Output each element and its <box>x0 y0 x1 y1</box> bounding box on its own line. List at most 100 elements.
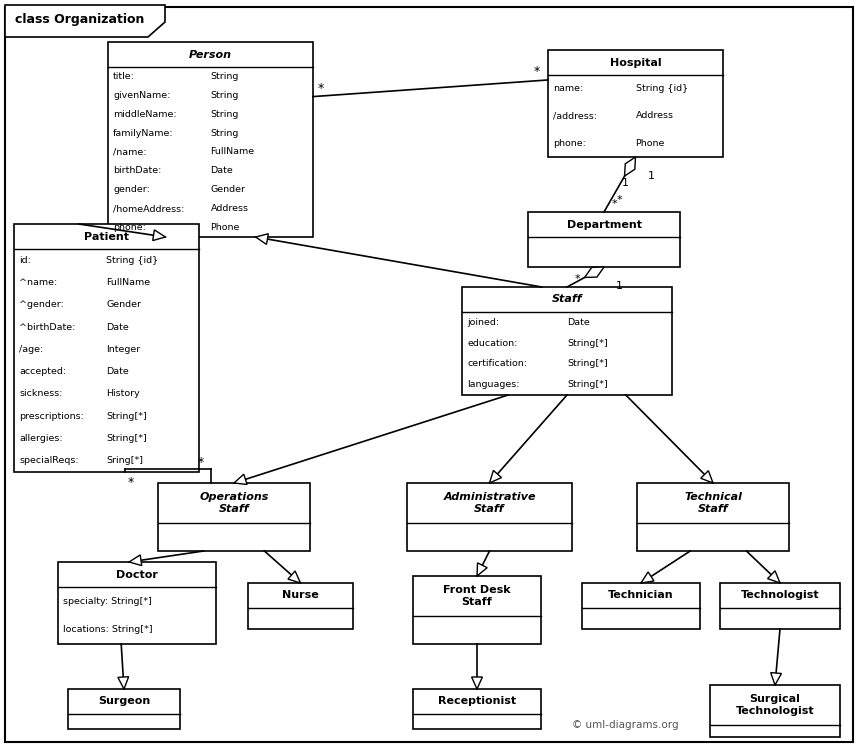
Text: accepted:: accepted: <box>19 367 66 376</box>
Text: title:: title: <box>113 72 135 81</box>
Text: Person: Person <box>189 49 232 60</box>
Text: *: * <box>128 476 134 489</box>
Polygon shape <box>477 562 488 576</box>
Text: specialReqs:: specialReqs: <box>19 456 78 465</box>
Text: /homeAddress:: /homeAddress: <box>113 204 184 213</box>
Text: Surgeon: Surgeon <box>98 696 150 707</box>
Bar <box>637 483 789 551</box>
Text: Phone: Phone <box>211 223 240 232</box>
Text: String[*]: String[*] <box>107 412 147 421</box>
Text: Phone: Phone <box>636 139 665 148</box>
Text: Doctor: Doctor <box>116 569 158 580</box>
Bar <box>582 583 700 629</box>
Text: String: String <box>211 128 239 137</box>
Bar <box>528 212 680 267</box>
Text: education:: education: <box>467 338 518 347</box>
Text: Department: Department <box>567 220 642 229</box>
Text: id:: id: <box>19 255 31 264</box>
Text: givenName:: givenName: <box>113 91 170 100</box>
Text: class Organization: class Organization <box>15 13 144 26</box>
Bar <box>158 483 310 551</box>
Polygon shape <box>641 572 654 583</box>
Text: 1: 1 <box>648 171 654 181</box>
Text: Technical
Staff: Technical Staff <box>684 492 742 514</box>
Text: phone:: phone: <box>553 139 586 148</box>
Text: 1: 1 <box>622 178 629 188</box>
Polygon shape <box>768 571 780 583</box>
Text: *: * <box>617 196 623 205</box>
Text: joined:: joined: <box>467 318 499 327</box>
Text: Front Desk
Staff: Front Desk Staff <box>443 585 511 607</box>
Text: birthDate:: birthDate: <box>113 167 162 176</box>
Polygon shape <box>5 5 165 37</box>
Text: specialty: String[*]: specialty: String[*] <box>63 597 152 606</box>
Polygon shape <box>129 555 142 565</box>
Text: Receptionist: Receptionist <box>438 696 516 707</box>
Text: phone:: phone: <box>113 223 146 232</box>
Text: Administrative
Staff: Administrative Staff <box>443 492 536 514</box>
Bar <box>68 689 180 729</box>
Polygon shape <box>288 571 300 583</box>
Text: gender:: gender: <box>113 185 150 194</box>
Polygon shape <box>701 471 713 483</box>
Text: certification:: certification: <box>467 359 527 368</box>
Text: String: String <box>211 91 239 100</box>
Text: locations: String[*]: locations: String[*] <box>63 625 152 634</box>
Polygon shape <box>624 157 636 176</box>
Text: *: * <box>318 81 324 95</box>
Text: ^gender:: ^gender: <box>19 300 64 309</box>
Text: *: * <box>612 199 617 209</box>
Text: Integer: Integer <box>107 345 141 354</box>
Bar <box>14 224 199 472</box>
Text: Address: Address <box>636 111 673 120</box>
Bar <box>462 287 672 395</box>
Text: © uml-diagrams.org: © uml-diagrams.org <box>572 720 679 730</box>
Text: prescriptions:: prescriptions: <box>19 412 84 421</box>
Polygon shape <box>585 267 604 277</box>
Bar <box>548 50 723 157</box>
Bar <box>710 685 840 737</box>
Text: Date: Date <box>107 367 129 376</box>
Text: familyName:: familyName: <box>113 128 174 137</box>
Bar <box>720 583 840 629</box>
Polygon shape <box>471 677 482 689</box>
Text: History: History <box>107 389 140 398</box>
Text: Date: Date <box>107 323 129 332</box>
Bar <box>407 483 572 551</box>
Text: String[*]: String[*] <box>567 380 608 389</box>
Text: sickness:: sickness: <box>19 389 63 398</box>
Text: Address: Address <box>211 204 249 213</box>
Text: String: String <box>211 110 239 119</box>
Bar <box>108 42 313 237</box>
Text: Patient: Patient <box>84 232 129 241</box>
Bar <box>58 562 216 644</box>
Text: Date: Date <box>567 318 590 327</box>
Text: FullName: FullName <box>211 147 255 157</box>
Text: /name:: /name: <box>113 147 146 157</box>
Bar <box>413 576 541 644</box>
Text: String[*]: String[*] <box>567 359 608 368</box>
Bar <box>413 689 541 729</box>
Text: String: String <box>211 72 239 81</box>
Text: Operations
Staff: Operations Staff <box>200 492 268 514</box>
Text: String {id}: String {id} <box>636 84 688 93</box>
Text: allergies:: allergies: <box>19 434 63 443</box>
Text: Surgical
Technologist: Surgical Technologist <box>735 694 814 716</box>
Text: ^name:: ^name: <box>19 278 58 287</box>
Text: languages:: languages: <box>467 380 519 389</box>
Text: String {id}: String {id} <box>107 255 158 264</box>
Polygon shape <box>153 230 165 241</box>
Text: 1: 1 <box>616 281 623 291</box>
Text: Gender: Gender <box>107 300 142 309</box>
Text: Nurse: Nurse <box>282 590 319 601</box>
Polygon shape <box>255 234 268 244</box>
Polygon shape <box>489 471 501 483</box>
Text: Gender: Gender <box>211 185 245 194</box>
Text: Technician: Technician <box>608 590 674 601</box>
Text: /age:: /age: <box>19 345 43 354</box>
Text: *: * <box>534 65 540 78</box>
Text: *: * <box>575 274 580 284</box>
Text: middleName:: middleName: <box>113 110 176 119</box>
Text: ^birthDate:: ^birthDate: <box>19 323 76 332</box>
Text: *: * <box>197 456 204 469</box>
